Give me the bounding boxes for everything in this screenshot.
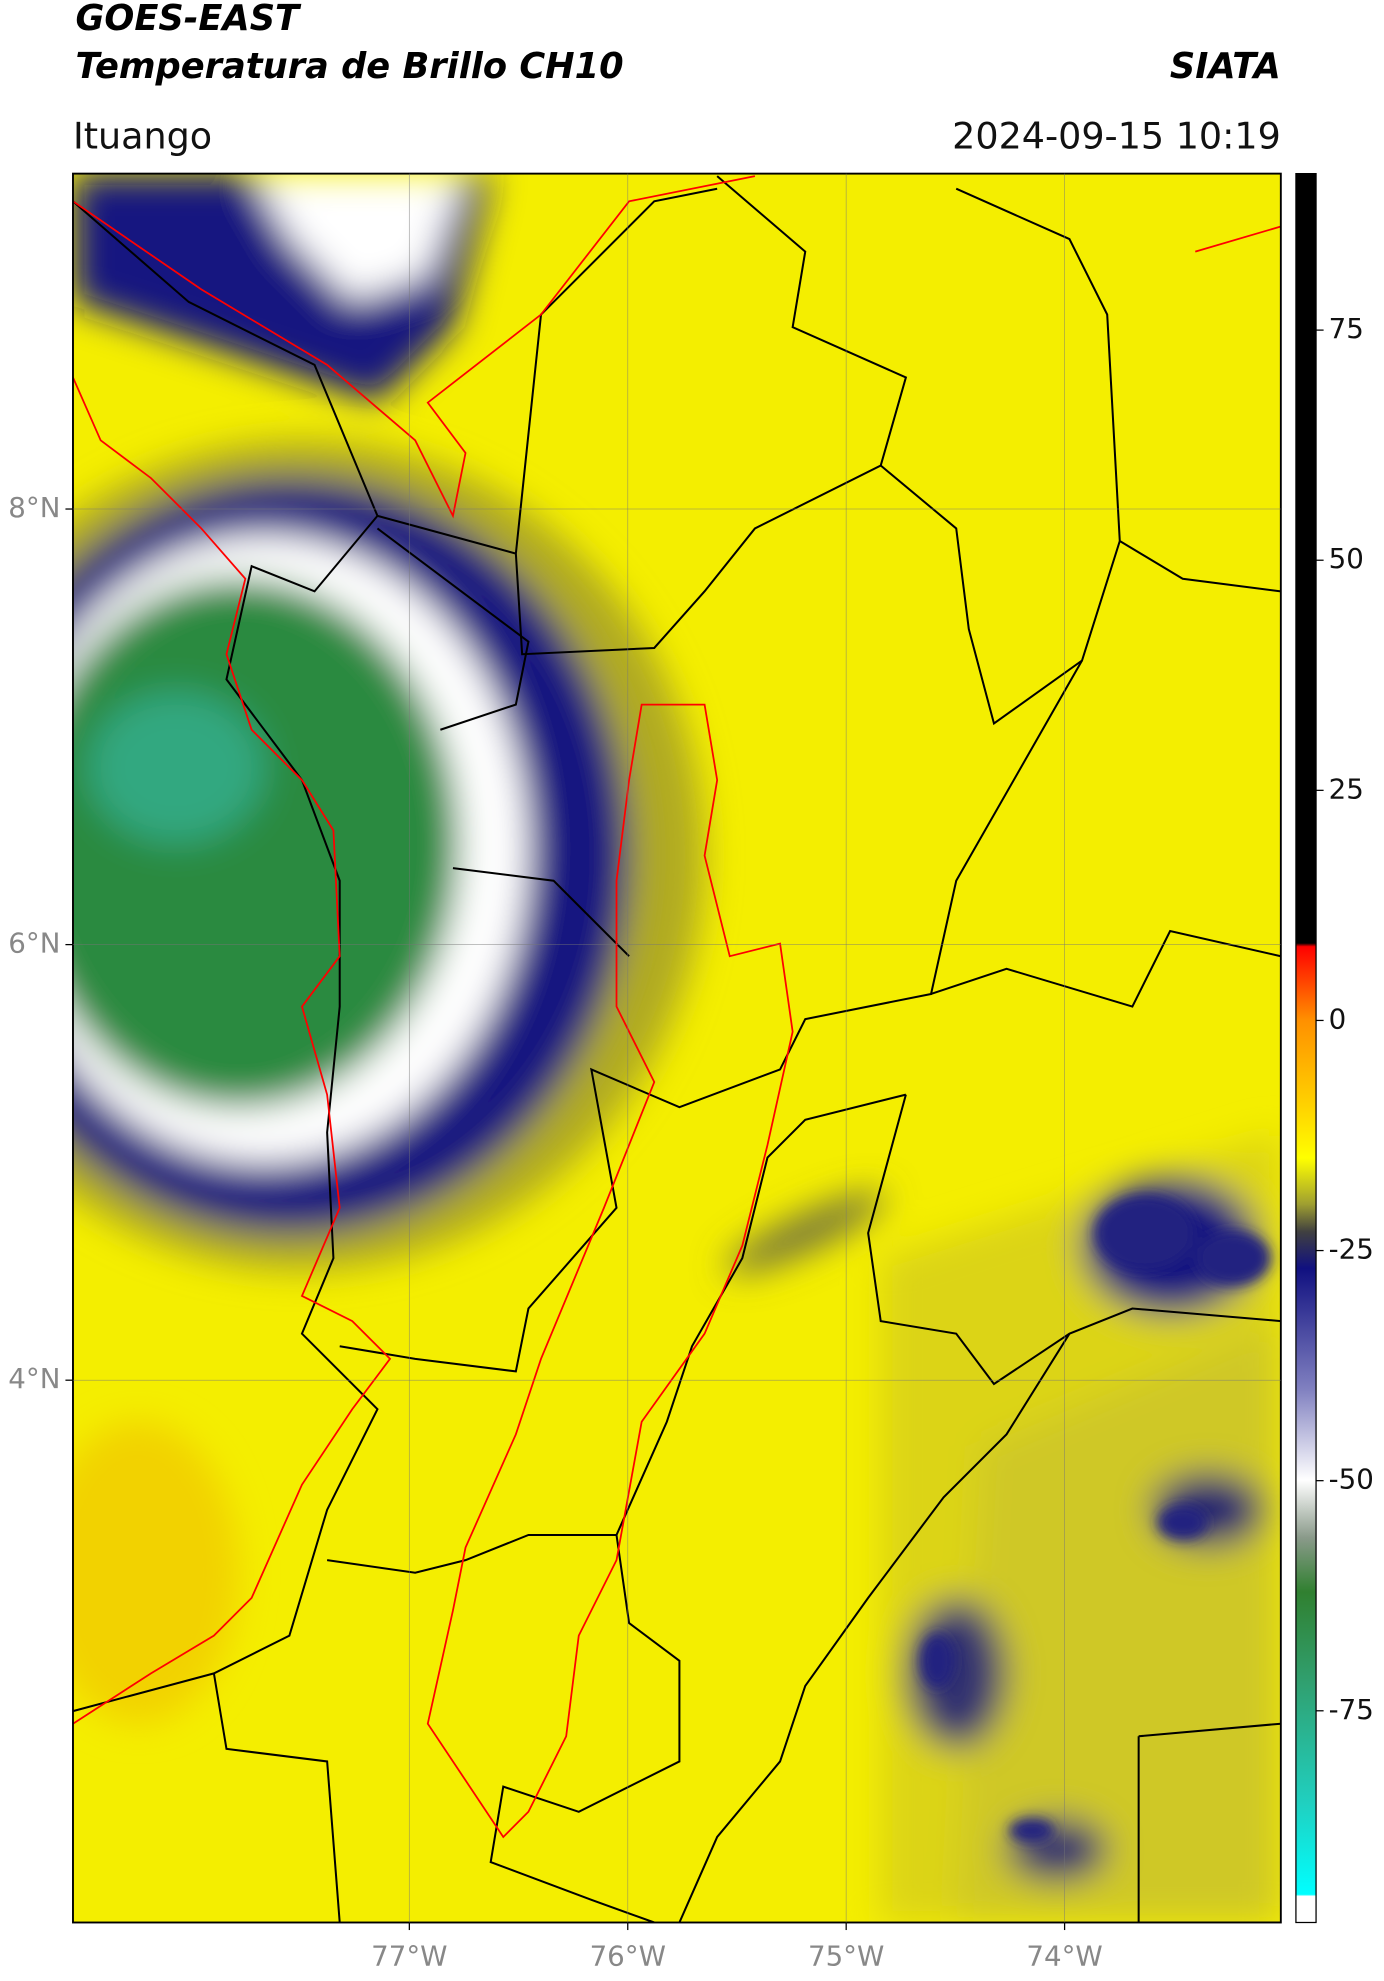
colorbar-tick-label: -25 — [1329, 1233, 1374, 1266]
agency: SIATA — [1170, 46, 1281, 87]
title: GOES-EAST — [75, 0, 302, 39]
lat-tick-label: 8°N — [8, 491, 60, 524]
lon-tick-label: 74°W — [1026, 1940, 1102, 1973]
colorbar-tick-label: 50 — [1329, 542, 1364, 575]
colorbar-tick-label: -50 — [1329, 1463, 1374, 1496]
colorbar-tick-label: 75 — [1329, 312, 1364, 345]
lat-tick-label: 4°N — [8, 1362, 60, 1395]
lon-tick-label: 77°W — [371, 1940, 447, 1973]
satellite-image — [72, 173, 1281, 1923]
subtitle: Temperatura de Brillo CH10 — [75, 46, 623, 87]
timestamp: 2024-09-15 10:19 — [952, 114, 1281, 157]
lon-tick-label: 75°W — [808, 1940, 884, 1973]
colorbar-tick-label: -75 — [1329, 1693, 1374, 1726]
location: Ituango — [73, 114, 212, 157]
map-frame — [72, 172, 1282, 1924]
lat-tick-label: 6°N — [8, 927, 60, 960]
lon-tick-label: 76°W — [590, 1940, 666, 1973]
colorbar-tick-label: 25 — [1329, 772, 1364, 805]
colorbar — [1295, 172, 1317, 1924]
colorbar-tick-label: 0 — [1329, 1002, 1347, 1035]
